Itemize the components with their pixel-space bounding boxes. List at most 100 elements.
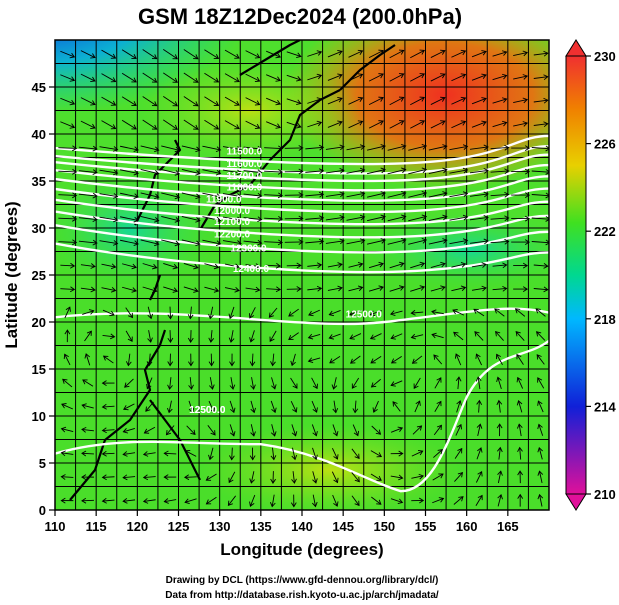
wind-arrow <box>266 50 281 59</box>
wind-arrow <box>368 285 384 292</box>
wind-arrow <box>412 425 423 435</box>
wind-arrow <box>408 214 428 222</box>
wind-arrow <box>408 167 428 175</box>
wind-arrow <box>428 144 448 151</box>
wind-arrow <box>207 425 216 436</box>
wind-arrow <box>367 144 386 151</box>
wind-arrow <box>264 239 284 246</box>
wind-arrow <box>60 121 76 129</box>
wind-arrow <box>517 470 524 484</box>
wind-arrow <box>60 50 76 59</box>
wind-arrow <box>469 191 489 198</box>
wind-arrow <box>202 192 222 200</box>
wind-arrow <box>492 285 508 292</box>
wind-arrow <box>305 144 325 151</box>
wind-arrow <box>140 216 160 223</box>
contour-label: 12200.0 <box>214 229 251 240</box>
wind-arrow <box>101 263 117 270</box>
wind-arrow <box>327 73 343 81</box>
wind-arrow <box>348 285 364 292</box>
wind-arrow <box>471 120 487 128</box>
wind-arrow <box>121 72 137 83</box>
wind-arrow <box>204 72 220 83</box>
wind-arrow <box>513 121 529 127</box>
wind-arrow <box>537 446 543 460</box>
wind-arrow <box>308 309 321 317</box>
wind-arrow <box>101 474 115 481</box>
wind-arrow <box>370 473 382 481</box>
wind-arrow <box>516 423 523 437</box>
colorbar-tick-label: 230 <box>594 49 616 64</box>
wind-arrow <box>348 73 364 82</box>
wind-arrow <box>208 306 214 320</box>
wind-arrow <box>64 329 71 343</box>
wind-arrow <box>204 49 220 59</box>
wind-arrow <box>370 378 381 388</box>
wind-arrow <box>271 377 277 390</box>
wind-arrow <box>517 493 524 507</box>
wind-arrow <box>101 73 117 83</box>
wind-arrow <box>432 497 445 504</box>
wind-arrow <box>80 120 96 129</box>
wind-arrow <box>307 262 323 269</box>
wind-arrow <box>202 239 222 247</box>
wind-arrow <box>451 73 467 82</box>
wind-arrow <box>328 333 341 340</box>
wind-arrow <box>80 50 96 59</box>
wind-arrow <box>533 121 549 128</box>
wind-arrow <box>494 308 505 317</box>
wind-arrow <box>497 493 503 507</box>
wind-arrow <box>142 451 156 457</box>
wind-arrow <box>390 333 403 340</box>
wind-arrow <box>469 144 489 151</box>
wind-arrow <box>60 74 76 82</box>
wind-arrow <box>60 450 74 457</box>
wind-arrow <box>62 378 73 388</box>
wind-arrow <box>456 400 462 413</box>
wind-arrow <box>325 238 345 245</box>
wind-arrow <box>431 309 444 316</box>
wind-arrow <box>80 286 96 293</box>
y-tick-label: 20 <box>32 315 46 330</box>
wind-arrow <box>346 167 366 174</box>
wind-arrow <box>536 354 545 365</box>
wind-arrow <box>516 400 523 413</box>
wind-arrow <box>533 263 549 269</box>
wind-arrow <box>492 73 508 81</box>
wind-arrow <box>264 215 284 222</box>
wind-arrow <box>120 216 139 223</box>
wind-arrow <box>431 332 444 339</box>
wind-arrow <box>511 168 531 175</box>
wind-arrow <box>291 424 298 437</box>
wind-arrow <box>433 449 443 458</box>
wind-arrow <box>291 471 297 484</box>
wind-arrow <box>475 376 482 390</box>
wind-arrow <box>269 494 276 508</box>
wind-arrow <box>140 145 160 153</box>
wind-arrow <box>183 286 199 293</box>
wind-arrow <box>121 96 137 106</box>
wind-arrow <box>367 214 386 222</box>
wind-arrow <box>208 447 214 461</box>
wind-arrow <box>224 96 240 106</box>
wind-arrow <box>533 50 549 57</box>
wind-arrow <box>311 424 318 437</box>
wind-arrow <box>305 168 325 175</box>
wind-arrow <box>187 330 194 343</box>
wind-arrow <box>183 49 199 60</box>
wind-arrow <box>249 353 256 367</box>
colorbar-bottom-triangle <box>565 493 587 511</box>
wind-arrow <box>430 49 446 58</box>
wind-arrow <box>245 120 261 129</box>
wind-arrow <box>99 216 119 223</box>
wind-arrow <box>82 309 95 315</box>
wind-arrow <box>249 471 255 484</box>
wind-arrow <box>270 353 276 367</box>
wind-arrow <box>367 167 386 175</box>
wind-arrow <box>145 401 154 412</box>
wind-arrow <box>142 96 158 107</box>
wind-arrow <box>348 49 364 58</box>
contour-label: 11600.0 <box>227 159 263 170</box>
wind-arrow <box>122 451 136 457</box>
